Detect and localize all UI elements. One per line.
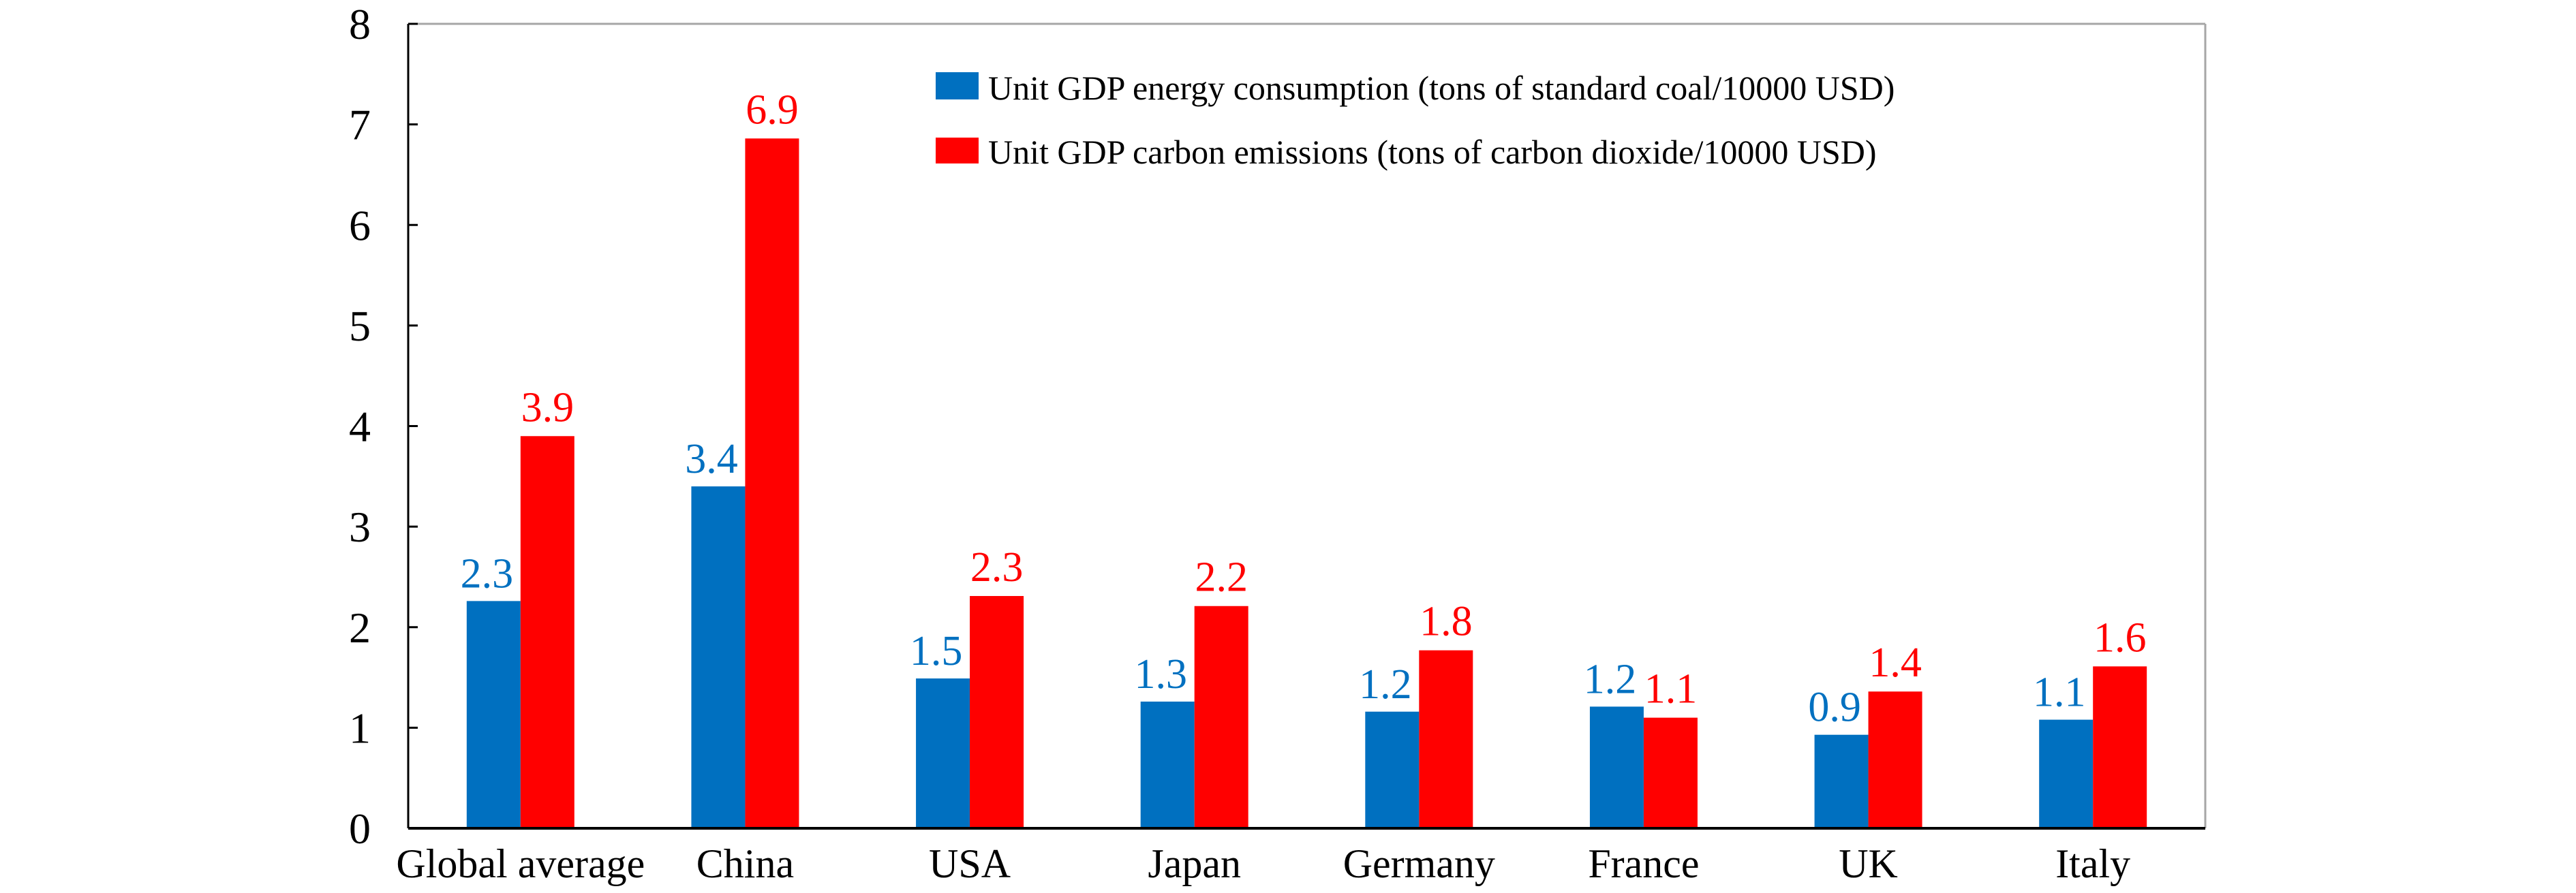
- bar-energy: [1140, 701, 1195, 828]
- bar-energy: [2039, 719, 2094, 828]
- y-tick-label: 5: [349, 302, 371, 350]
- bar-carbon: [1643, 717, 1698, 828]
- bars-layer: [466, 138, 2147, 829]
- y-tick-label: 8: [349, 0, 371, 48]
- bar-energy: [1814, 734, 1869, 828]
- bar-carbon: [1419, 650, 1473, 828]
- data-label-energy: 1.1: [2033, 670, 2086, 716]
- bar-carbon: [1194, 606, 1248, 828]
- bar-energy: [916, 678, 970, 828]
- x-labels-layer: Global average China USA Japan Germany France…: [396, 841, 2130, 886]
- bar-carbon: [520, 436, 574, 828]
- legend-swatch-energy: [936, 72, 979, 99]
- data-labels-layer: 2.33.93.46.91.52.31.32.21.21.81.2 1.1 0.91…: [461, 87, 2147, 730]
- data-label-energy: 2.3: [461, 550, 514, 597]
- legend-label-carbon: Unit GDP carbon emissions (tons of carbo…: [988, 133, 1877, 171]
- data-label-carbon: 3.9: [521, 384, 574, 430]
- plot-frame: [408, 22, 2207, 828]
- bar-carbon: [1868, 691, 1922, 828]
- data-label-carbon: 1.1: [1644, 666, 1698, 712]
- y-tick-label: 6: [349, 201, 371, 249]
- data-label-energy: 1.2: [1359, 661, 1412, 708]
- bar-energy: [691, 486, 746, 828]
- data-label-carbon: 1.8: [1420, 599, 1473, 645]
- y-tick-label: 0: [349, 804, 371, 853]
- y-tick-label: 1: [349, 704, 371, 752]
- x-category-label: China: [696, 841, 794, 886]
- bar-energy: [1365, 711, 1420, 828]
- bar-carbon: [2093, 666, 2147, 828]
- data-label-energy: 1.5: [910, 628, 963, 674]
- legend-item-energy: Unit GDP energy consumption (tons of sta…: [936, 69, 1895, 107]
- y-tick-label: 4: [349, 403, 371, 451]
- bar-carbon: [745, 138, 799, 829]
- bar-carbon: [970, 595, 1024, 828]
- data-label-energy: 0.9: [1808, 685, 1861, 731]
- y-tick-label: 2: [349, 604, 371, 652]
- data-label-carbon: 6.9: [746, 87, 799, 133]
- y-ticks-layer: 0 1 2 3 4 5 6 7 8: [349, 0, 418, 853]
- data-label-carbon: 1.4: [1869, 640, 1922, 686]
- legend: Unit GDP energy consumption (tons of sta…: [936, 69, 1895, 171]
- x-category-label: France: [1588, 841, 1699, 886]
- x-category-label: Japan: [1148, 841, 1241, 886]
- x-category-label: UK: [1839, 841, 1898, 886]
- bar-energy: [1589, 706, 1644, 828]
- x-category-label: USA: [929, 841, 1011, 886]
- x-category-label: Global average: [396, 841, 645, 886]
- data-label-carbon: 1.6: [2094, 614, 2147, 661]
- data-label-energy: 1.3: [1134, 651, 1187, 698]
- data-label-energy: 3.4: [685, 436, 738, 482]
- y-tick-label: 3: [349, 503, 371, 551]
- legend-label-energy: Unit GDP energy consumption (tons of sta…: [988, 69, 1895, 107]
- legend-swatch-carbon: [936, 138, 979, 163]
- data-label-energy: 1.2: [1584, 656, 1637, 702]
- x-category-label: Germany: [1343, 841, 1495, 886]
- data-label-carbon: 2.3: [970, 544, 1024, 591]
- data-label-carbon: 2.2: [1195, 554, 1248, 601]
- y-tick-label: 7: [349, 101, 371, 149]
- x-category-label: Italy: [2055, 841, 2130, 886]
- legend-item-carbon: Unit GDP carbon emissions (tons of carbo…: [936, 133, 1877, 171]
- bar-energy: [466, 601, 521, 828]
